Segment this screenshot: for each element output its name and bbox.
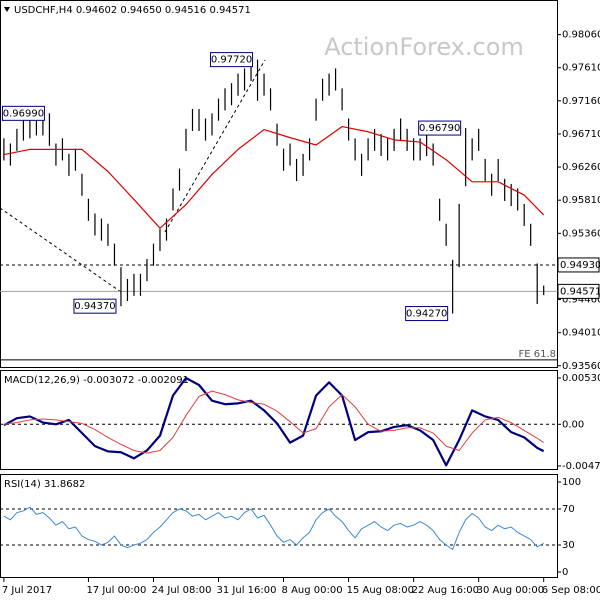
x-tick-label: 15 Aug 08:00	[347, 585, 414, 596]
annotation-box	[418, 120, 462, 136]
series-line	[3, 390, 544, 454]
last-price-label: 0.94571	[560, 286, 600, 297]
series-line	[3, 376, 545, 467]
annotation-box	[405, 306, 449, 322]
fe-label: FE 61.8	[518, 349, 556, 360]
last-price-box	[557, 283, 600, 299]
y-tick-label: 0.97160	[562, 96, 600, 107]
y-tick-label: 0.96710	[562, 129, 600, 140]
y-tick-label: 0.98060	[562, 30, 600, 41]
y-tick-label: 0.97610	[562, 63, 600, 74]
trend-line	[0, 207, 122, 293]
y-tick-label: 0.96260	[562, 162, 600, 173]
annotation-label: 0.97720	[211, 55, 252, 66]
x-tick-label: 24 Jul 08:00	[151, 585, 211, 596]
y-tick-label: 0.95810	[562, 195, 600, 206]
x-tick-label: 17 Jul 00:00	[86, 585, 146, 596]
series-line	[3, 506, 544, 550]
watermark: ActionForex.com	[324, 33, 524, 61]
y-tick-label: 0.005303	[562, 373, 600, 384]
menu-icon	[4, 7, 10, 12]
y-tick-label: 30	[562, 540, 575, 551]
annotation-label: 0.96990	[3, 108, 44, 119]
y-tick-label: 70	[562, 504, 575, 515]
y-tick-label: 0	[562, 567, 568, 578]
macd-title: MACD(12,26,9) -0.003072 -0.002091	[4, 375, 189, 386]
annotation-label: 0.94370	[74, 301, 115, 312]
moving-average	[3, 125, 545, 229]
annotation-box	[210, 52, 254, 68]
level-box	[557, 257, 600, 273]
annotation-box	[1, 105, 45, 121]
y-tick-label: 0.95360	[562, 228, 600, 239]
x-tick-label: 31 Jul 16:00	[217, 585, 277, 596]
y-tick-label: 100	[562, 477, 581, 488]
y-tick-label: -0.004777	[562, 461, 600, 472]
annotation-label: 0.94270	[406, 309, 447, 320]
macd-panel	[0, 370, 558, 470]
x-tick-label: 30 Aug 00:00	[477, 585, 544, 596]
rsi-panel	[0, 474, 558, 578]
x-tick-label: 6 Sep 08:00	[542, 585, 600, 596]
x-tick-label: 22 Aug 16:00	[412, 585, 479, 596]
y-tick-label: 0.94460	[562, 295, 600, 306]
y-tick-label: 0.94010	[562, 328, 600, 339]
y-tick-label: 0.93560	[562, 361, 600, 372]
main-title: USDCHF,H4 0.94602 0.94650 0.94516 0.9457…	[14, 5, 251, 16]
annotation-label: 0.96790	[419, 123, 460, 134]
x-tick-label: 8 Aug 00:00	[282, 585, 343, 596]
rsi-title: RSI(14) 31.8682	[4, 479, 85, 490]
annotation-box	[73, 298, 117, 314]
y-tick-label: 0.00	[562, 419, 584, 430]
level-label: 0.94930	[560, 260, 600, 271]
x-tick-label: 7 Jul 2017	[2, 585, 52, 596]
main-panel	[0, 0, 558, 368]
